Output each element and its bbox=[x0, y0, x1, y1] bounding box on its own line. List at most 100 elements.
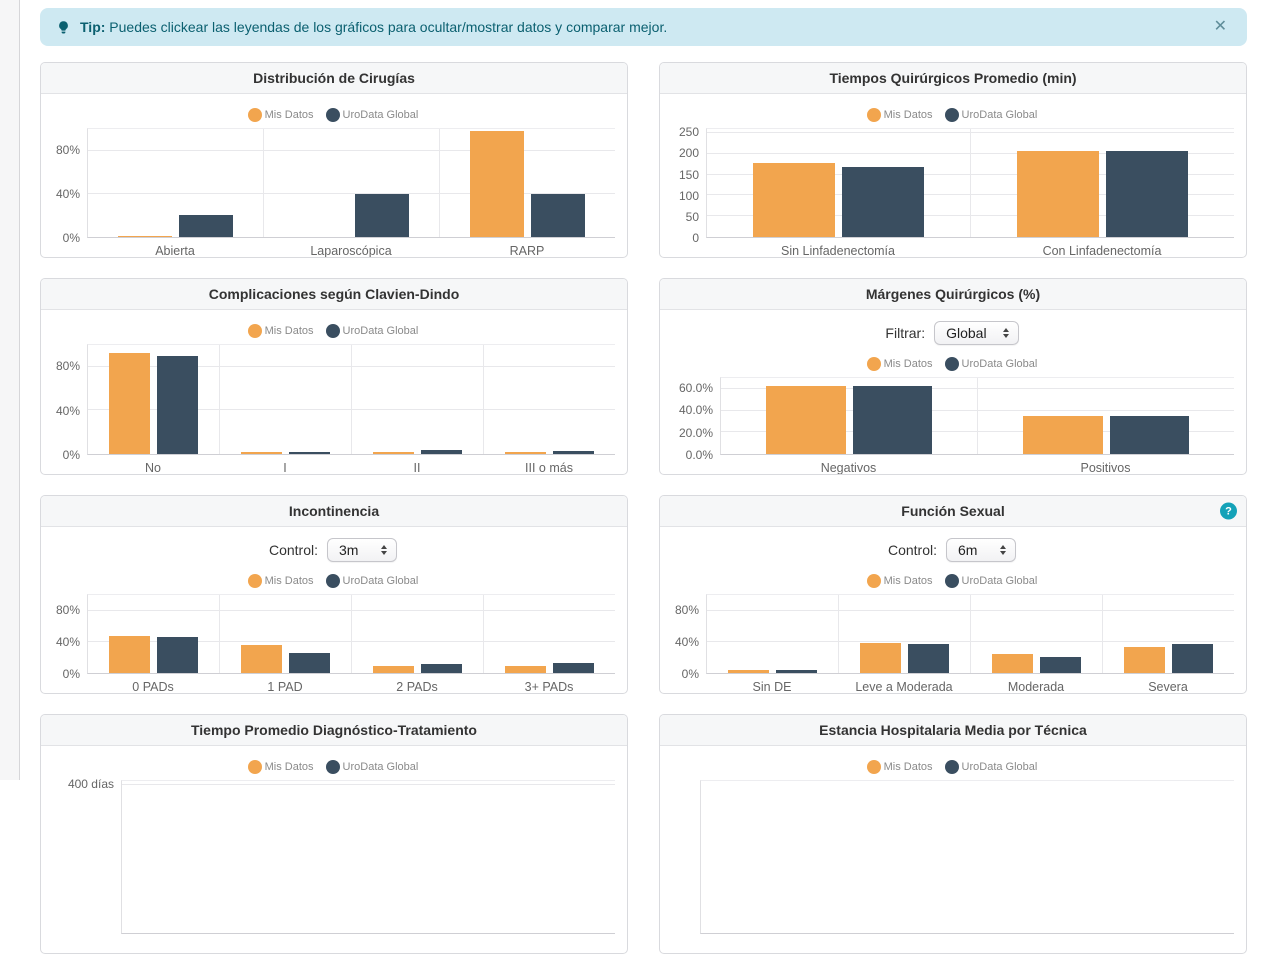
legend-item-mis-datos[interactable]: Mis Datos bbox=[248, 108, 314, 122]
legend-item-urodata-global[interactable]: UroData Global bbox=[326, 574, 419, 588]
lightbulb-icon bbox=[56, 20, 71, 35]
y-axis: 80%40%0% bbox=[51, 128, 87, 238]
panel-header: Incontinencia bbox=[41, 496, 627, 527]
legend-item-mis-datos[interactable]: Mis Datos bbox=[867, 760, 933, 774]
legend-item-mis-datos[interactable]: Mis Datos bbox=[248, 760, 314, 774]
legend-label: UroData Global bbox=[962, 109, 1038, 121]
legend-label: UroData Global bbox=[343, 325, 419, 337]
y-tick-label: 80% bbox=[56, 603, 80, 617]
chart-title: Distribución de Cirugías bbox=[253, 70, 415, 86]
control-select[interactable]: 3m bbox=[327, 538, 397, 562]
chart-legend: Mis Datos UroData Global bbox=[51, 574, 615, 588]
legend-label: UroData Global bbox=[343, 761, 419, 773]
control-label: Control: bbox=[888, 542, 937, 558]
legend-label: Mis Datos bbox=[884, 575, 933, 587]
legend-dot bbox=[945, 108, 959, 122]
legend-dot bbox=[326, 324, 340, 338]
legend-item-mis-datos[interactable]: Mis Datos bbox=[867, 357, 933, 371]
bar-mis-datos bbox=[505, 666, 546, 673]
category-label: Con Linfadenectomía bbox=[970, 238, 1234, 258]
close-icon[interactable]: ✕ bbox=[1210, 17, 1231, 37]
legend-item-urodata-global[interactable]: UroData Global bbox=[945, 760, 1038, 774]
legend-label: UroData Global bbox=[343, 575, 419, 587]
legend-item-mis-datos[interactable]: Mis Datos bbox=[867, 108, 933, 122]
bar-urodata-global bbox=[553, 451, 594, 454]
y-tick-label: 50 bbox=[686, 210, 699, 224]
dashboard-content: Tip: Puedes clickear las leyendas de los… bbox=[20, 0, 1261, 954]
legend-label: Mis Datos bbox=[265, 109, 314, 121]
select-arrows-icon bbox=[381, 545, 387, 555]
legend-dot bbox=[867, 574, 881, 588]
plot-area bbox=[87, 344, 615, 455]
legend-dot bbox=[867, 760, 881, 774]
control-label: Control: bbox=[269, 542, 318, 558]
legend-item-urodata-global[interactable]: UroData Global bbox=[326, 324, 419, 338]
bar-mis-datos bbox=[753, 163, 835, 237]
y-tick-label: 40% bbox=[675, 635, 699, 649]
legend-item-urodata-global[interactable]: UroData Global bbox=[945, 574, 1038, 588]
chart-panel-distribucion-de-cirugias: Distribución de Cirugías Mis Datos UroData… bbox=[40, 62, 628, 258]
bar-urodata-global bbox=[157, 637, 198, 673]
chart-title: Tiempo Promedio Diagnóstico-Tratamiento bbox=[191, 722, 477, 738]
y-tick-label: 0% bbox=[63, 667, 80, 681]
panel-header: Tiempo Promedio Diagnóstico-Tratamiento bbox=[41, 715, 627, 746]
bar-group-1-pad bbox=[219, 595, 351, 673]
bar-group-rarp bbox=[439, 129, 615, 237]
bar-mis-datos bbox=[860, 643, 901, 673]
control-select[interactable]: 6m bbox=[946, 538, 1016, 562]
y-tick-label: 20.0% bbox=[679, 426, 713, 440]
y-axis bbox=[670, 780, 700, 934]
plot-area bbox=[706, 128, 1234, 238]
bar-mis-datos bbox=[728, 670, 769, 673]
select-arrows-icon bbox=[1003, 328, 1009, 338]
y-tick-label: 0 bbox=[692, 231, 699, 245]
category-label: No bbox=[87, 455, 219, 475]
legend-dot bbox=[867, 357, 881, 371]
arrow-down-icon bbox=[1003, 334, 1009, 338]
bar-group-0-pads bbox=[88, 595, 219, 673]
legend-dot bbox=[248, 108, 262, 122]
bar-urodata-global bbox=[908, 644, 949, 673]
category-label: 3+ PADs bbox=[483, 674, 615, 694]
legend-item-urodata-global[interactable]: UroData Global bbox=[326, 760, 419, 774]
category-label: Abierta bbox=[87, 238, 263, 258]
bar-urodata-global bbox=[1106, 151, 1188, 237]
y-tick-label: 80% bbox=[56, 359, 80, 373]
y-tick-label: 40% bbox=[56, 635, 80, 649]
chart-title: Función Sexual bbox=[901, 503, 1004, 519]
bar-groups bbox=[707, 129, 1234, 237]
arrow-up-icon bbox=[1000, 545, 1006, 549]
category-label: Laparoscópica bbox=[263, 238, 439, 258]
legend-label: UroData Global bbox=[962, 358, 1038, 370]
bar-groups bbox=[122, 781, 615, 933]
chart-panel-funcion-sexual: Función Sexual? Control: 6m Mis Datos UroDat… bbox=[659, 495, 1247, 694]
charts-grid: Distribución de Cirugías Mis Datos UroData… bbox=[40, 62, 1247, 954]
y-tick-label: 0% bbox=[682, 667, 699, 681]
bar-group-positivos bbox=[977, 378, 1234, 454]
help-icon[interactable]: ? bbox=[1220, 503, 1237, 520]
legend-item-mis-datos[interactable]: Mis Datos bbox=[248, 574, 314, 588]
legend-dot bbox=[945, 574, 959, 588]
y-tick-label: 0% bbox=[63, 231, 80, 245]
legend-item-urodata-global[interactable]: UroData Global bbox=[945, 108, 1038, 122]
chart-body: Mis Datos UroData Global bbox=[660, 746, 1246, 954]
bar-group-moderada bbox=[970, 595, 1102, 673]
legend-item-urodata-global[interactable]: UroData Global bbox=[326, 108, 419, 122]
control-select[interactable]: Global bbox=[934, 321, 1018, 345]
y-tick-label: 40% bbox=[56, 404, 80, 418]
legend-item-mis-datos[interactable]: Mis Datos bbox=[248, 324, 314, 338]
bar-groups bbox=[701, 781, 1234, 933]
panel-header: Tiempos Quirúrgicos Promedio (min) bbox=[660, 63, 1246, 94]
chart-body: Control: 3m Mis Datos UroData Global 80% 40% 0… bbox=[41, 527, 627, 694]
legend-item-mis-datos[interactable]: Mis Datos bbox=[867, 574, 933, 588]
bar-mis-datos bbox=[241, 452, 282, 454]
y-axis: 60.0%40.0%20.0%0.0% bbox=[670, 377, 720, 455]
legend-item-urodata-global[interactable]: UroData Global bbox=[945, 357, 1038, 371]
control-select-value: 3m bbox=[339, 542, 358, 558]
chart-legend: Mis Datos UroData Global bbox=[51, 760, 615, 774]
category-label: RARP bbox=[439, 238, 615, 258]
